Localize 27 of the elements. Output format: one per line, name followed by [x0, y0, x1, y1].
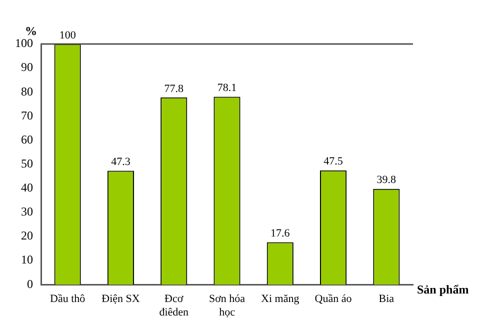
data-label: 100 — [59, 29, 76, 42]
data-label: 77.8 — [164, 82, 184, 95]
y-tick-label: 80 — [21, 84, 33, 98]
x-tick-label: Xi măng — [261, 293, 300, 306]
data-label: 47.3 — [111, 156, 131, 168]
x-tick-label: Dầu thô — [50, 293, 86, 306]
y-tick-label: 60 — [21, 132, 33, 146]
data-label: 78.1 — [217, 82, 237, 94]
x-tick-label: Quần áo — [314, 293, 352, 306]
y-tick-label: 70 — [21, 108, 33, 122]
y-tick-label: 20 — [21, 228, 33, 243]
x-axis-title: Sản phẩm — [417, 282, 469, 297]
data-label: 39.8 — [376, 174, 397, 186]
y-tick-label: 50 — [21, 156, 33, 170]
y-tick-label: 40 — [21, 180, 33, 195]
x-tick-label: Điện SX — [102, 293, 140, 306]
y-tick-label: 0 — [27, 276, 33, 291]
data-label: 17.6 — [270, 228, 290, 240]
y-tick-label: 100 — [15, 36, 33, 50]
x-tick-label: Bia — [378, 293, 394, 306]
y-tick-label: 10 — [21, 252, 33, 267]
y-tick-label: 90 — [21, 60, 33, 74]
x-tick-label: Đcơ điêden — [159, 293, 190, 318]
x-tick-label: Sơn hóa học — [208, 293, 246, 318]
data-label: 47.5 — [324, 156, 344, 168]
y-axis-title: % — [25, 24, 37, 38]
y-tick-label: 30 — [21, 204, 33, 219]
